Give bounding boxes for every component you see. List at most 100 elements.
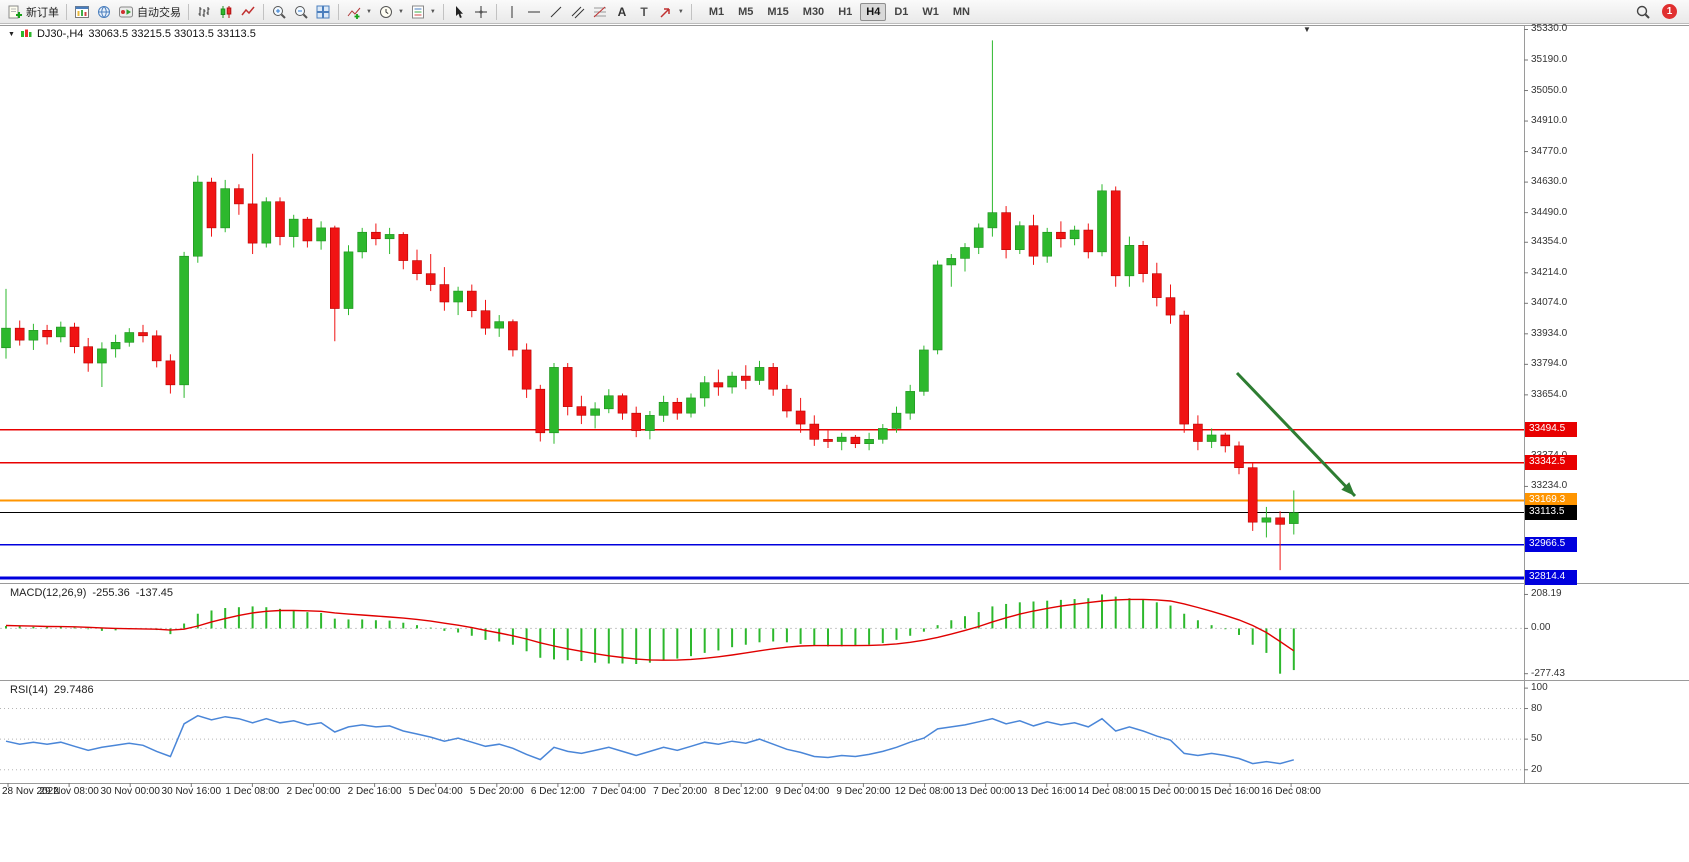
candle-body — [521, 349, 532, 390]
channel-tool-button[interactable] — [567, 2, 589, 22]
timeframe-m15-button[interactable]: M15 — [767, 5, 789, 18]
new-order-label: 新订单 — [26, 6, 59, 19]
trendline-tool-button[interactable] — [545, 2, 567, 22]
candlestick-chart-button[interactable] — [215, 2, 237, 22]
auto-trading-icon — [119, 6, 133, 17]
time-label: 5 Dec 20:00 — [469, 786, 524, 797]
candle-body — [1110, 190, 1121, 277]
candle-body — [343, 251, 354, 309]
fibonacci-tool-button[interactable] — [589, 2, 611, 22]
time-label: 6 Dec 12:00 — [530, 786, 585, 797]
market-watch-button[interactable] — [93, 2, 115, 22]
toolbar-separator — [263, 3, 264, 20]
mini-candles-icon — [20, 29, 32, 37]
symbol-caret-icon[interactable]: ▼ — [8, 30, 15, 38]
timeframe-m30-button[interactable]: M30 — [802, 5, 825, 18]
macd-axis-label: -277.43 — [1531, 667, 1565, 679]
candle-body — [1289, 512, 1299, 524]
toolbar-separator — [495, 3, 497, 20]
candle-body — [1261, 517, 1272, 523]
notification-badge[interactable]: 1 — [1662, 4, 1677, 19]
time-label: 15 Dec 16:00 — [1200, 786, 1260, 797]
timeframe-d1-button[interactable]: D1 — [894, 5, 909, 18]
bar-chart-button[interactable] — [193, 2, 215, 22]
toolbar: 新订单 自动交易 ▼ ▼ ▼ — [0, 0, 1689, 24]
dropdown-caret-icon[interactable]: ▼ — [397, 8, 404, 15]
candle-body — [645, 415, 655, 431]
arrow-annotation[interactable] — [1235, 371, 1357, 498]
candle-body — [1056, 231, 1066, 240]
price-tick-label: 33234.0 — [1531, 480, 1568, 492]
dropdown-caret-icon[interactable]: ▼ — [366, 8, 372, 15]
candle-body — [247, 203, 258, 244]
zoom-in-button[interactable] — [268, 2, 290, 22]
time-axis[interactable]: 28 Nov 2022 29 Nov 08:00 30 Nov 00:00 30 No… — [0, 786, 1524, 802]
candle-body — [110, 342, 121, 350]
text-tool-button[interactable]: A — [611, 2, 633, 22]
timeframe-group: M1 M5 M15 M30 H1 H4 D1 W1 MN — [702, 2, 977, 21]
timeframe-h1-button[interactable]: H1 — [838, 5, 853, 18]
zoom-out-button[interactable] — [290, 2, 312, 22]
tile-windows-button[interactable] — [312, 2, 334, 22]
rsi-panel-label: RSI(14) 29.7486 — [8, 684, 96, 696]
charts-window-icon — [75, 5, 89, 18]
line-chart-button[interactable] — [237, 2, 259, 22]
timeframe-h4-button[interactable]: H4 — [860, 2, 887, 21]
candle-body — [371, 231, 381, 240]
horizontal-line-tool-button[interactable] — [523, 2, 545, 22]
price-tick-label: 35190.0 — [1531, 54, 1568, 65]
candle-body — [42, 330, 52, 338]
time-label: 28 Nov 2022 — [2, 786, 59, 797]
cursor-icon — [455, 5, 463, 18]
dropdown-caret-icon[interactable]: ▼ — [429, 8, 436, 15]
candle-body — [275, 201, 285, 237]
time-label: 2 Dec 16:00 — [347, 786, 402, 797]
timeframe-w1-button[interactable]: W1 — [922, 5, 939, 18]
svg-text:A: A — [618, 5, 627, 19]
price-line-label: 33494.5 — [1525, 422, 1577, 438]
indicators-button[interactable]: ▼ — [343, 2, 375, 22]
timeframe-m1-button[interactable]: M1 — [708, 5, 725, 18]
zoom-in-icon — [273, 5, 286, 19]
arrow-head — [1341, 482, 1355, 496]
tile-windows-icon — [316, 5, 330, 18]
new-order-button[interactable]: 新订单 — [4, 2, 62, 22]
periods-button[interactable]: ▼ — [375, 2, 407, 22]
toolbar-separator — [338, 3, 339, 20]
templates-button[interactable]: ▼ — [407, 2, 439, 22]
candle-body — [740, 375, 751, 381]
candle-body — [1, 327, 11, 349]
candle-body — [165, 360, 176, 386]
candle-body — [316, 227, 326, 242]
timeframe-m5-button[interactable]: M5 — [738, 5, 754, 18]
search-button[interactable] — [1632, 2, 1654, 22]
candle-body — [768, 367, 779, 390]
cursor-tool-button[interactable] — [448, 2, 470, 22]
charts-window-button[interactable] — [71, 2, 93, 22]
crosshair-tool-button[interactable] — [470, 2, 492, 22]
candle-body — [508, 321, 518, 351]
price-line-label: 33342.5 — [1525, 455, 1577, 471]
price-axis[interactable]: 35330.0 35190.0 35050.0 34910.0 34770.0 34630… — [1524, 0, 1689, 862]
label-tool-button[interactable]: T — [633, 2, 655, 22]
candle-body — [905, 391, 916, 414]
timeframe-mn-button[interactable]: MN — [952, 5, 970, 18]
candle-body — [1083, 229, 1094, 253]
arrow-tools-button[interactable]: ▼ — [655, 2, 687, 22]
time-label: 30 Nov 16:00 — [161, 786, 222, 797]
candle-body — [1275, 517, 1285, 525]
text-icon: A — [618, 5, 627, 19]
candle-body — [864, 439, 874, 444]
price-tick-label: 33934.0 — [1531, 327, 1568, 339]
rsi-axis-label: 100 — [1531, 682, 1548, 694]
price-line-label: 32966.5 — [1525, 537, 1577, 553]
candle-body — [453, 290, 463, 303]
chart-shift-marker[interactable]: ▼ — [1303, 25, 1311, 34]
dropdown-caret-icon[interactable]: ▼ — [677, 8, 684, 15]
candle-body — [836, 436, 847, 442]
auto-trading-button[interactable]: 自动交易 — [115, 2, 184, 22]
candle-body — [97, 348, 107, 364]
vertical-line-tool-button[interactable] — [501, 2, 523, 22]
